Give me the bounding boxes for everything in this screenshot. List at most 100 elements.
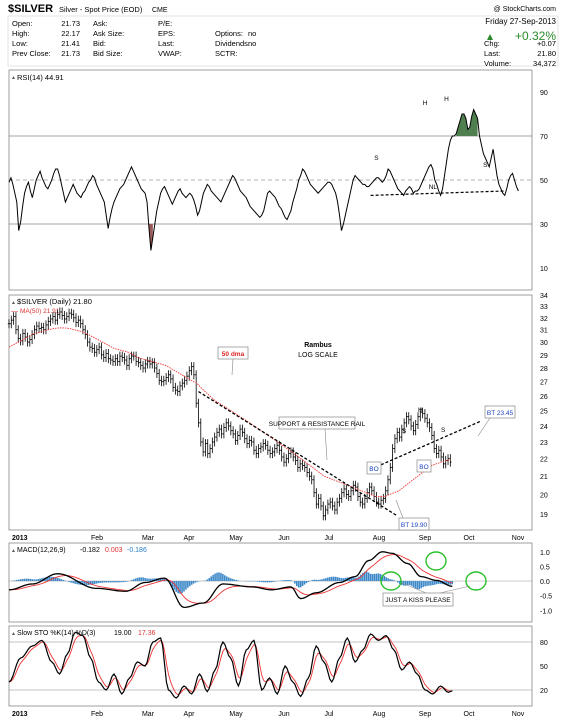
sto-label: Slow STO %K(14) %D(3): [17, 630, 95, 637]
price-tick-label: 31: [540, 328, 548, 335]
sto-tick-label: 50: [540, 664, 548, 671]
rsi-annotation: H: [444, 96, 449, 103]
sto-k-line: [8, 631, 453, 699]
date-tick-label: Aug: [373, 711, 386, 718]
label-bt-1990-box: [398, 517, 430, 531]
sto-tick-label: 20: [540, 688, 548, 695]
macd-frame: [8, 542, 533, 623]
sto-d-value: 17.36: [138, 630, 156, 637]
rsi-tick-label: 90: [540, 90, 548, 97]
date-tick-label: Jun: [278, 535, 289, 542]
date-tick-label: Aug: [373, 535, 386, 542]
date-tick-label: May: [229, 535, 243, 542]
quote-value: 21.41: [61, 39, 80, 48]
quote-field: EPS:: [158, 29, 175, 38]
date-tick-label: Jul: [325, 711, 334, 718]
description: Silver - Spot Price (EOD): [59, 5, 143, 14]
label-sr-rail: SUPPORT & RESISTANCE RAIL: [269, 421, 366, 428]
macd-tick-label: 0.5: [540, 564, 550, 571]
chart-subtitle: LOG SCALE: [298, 352, 338, 359]
label-bo: BO: [369, 466, 378, 473]
header-date: Friday 27-Sep-2013: [485, 17, 556, 26]
price-tick-label: 21: [540, 474, 548, 481]
quote-value: 21.73: [61, 19, 80, 28]
date-tick-label: Sep: [419, 535, 432, 542]
price-tick-label: 19: [540, 512, 548, 519]
quote-label: Prev Close:: [12, 49, 51, 58]
quote-label: SCTR:: [215, 49, 238, 58]
mid-date-axis: 2013 Feb Mar Apr May Jun Jul Aug Sep Oct Nov: [12, 535, 525, 542]
sto-frame: [8, 625, 533, 707]
quote-field: Ask:: [93, 19, 108, 28]
date-tick-label: Jul: [325, 535, 334, 542]
macd-tick-label: -1.0: [540, 608, 552, 615]
quote-field: VWAP:: [158, 49, 182, 58]
quote-value: 34,372: [533, 59, 556, 68]
macd-line: [8, 551, 453, 609]
quote-label: Volume:: [484, 59, 511, 68]
date-tick-label: Apr: [184, 711, 196, 718]
date-tick-label: Nov: [512, 711, 525, 718]
quote-field: Bid Size:: [93, 49, 123, 58]
rsi-annotation: H: [423, 100, 428, 107]
kiss-box: [382, 592, 454, 607]
up-arrow-icon: [487, 34, 493, 40]
rsi-tick-label: 70: [540, 134, 548, 141]
price-tick-label: 27: [540, 380, 548, 387]
label-sr-rail-box: [278, 416, 356, 430]
rsi-line: [8, 108, 519, 251]
quote-field: Last:: [158, 39, 174, 48]
quote-label: Low:: [12, 39, 28, 48]
date-tick-label: Oct: [464, 711, 475, 718]
ma-legend-icon: —: [11, 308, 18, 315]
macd-tick-label: 1.0: [540, 550, 550, 557]
price-tick-label: 20: [540, 493, 548, 500]
highlight-circle: [465, 571, 487, 591]
highlight-circle: [380, 571, 402, 591]
rsi-neckline: [370, 190, 505, 196]
sto-tick-label: 80: [540, 640, 548, 647]
label-50dma: 50 dma: [222, 351, 245, 358]
price-tick-label: 33: [540, 304, 548, 311]
date-tick-label: Mar: [142, 711, 155, 718]
price-tick-label: 26: [540, 394, 548, 401]
label-bt-1990: BT 19.90: [401, 522, 428, 529]
rsi-tick-label: 50: [540, 178, 548, 185]
header: $SILVER Silver - Spot Price (EOD) CME @ …: [7, 3, 559, 68]
hist-value: -0.186: [127, 547, 147, 554]
rsi-tick-label: 30: [540, 222, 548, 229]
quote-label: Dividends:: [215, 39, 250, 48]
rsi-annotation: S: [483, 162, 488, 169]
label-bo-box: [416, 459, 432, 473]
symbol: $SILVER: [8, 3, 53, 15]
date-tick-label: 2013: [12, 711, 28, 718]
price-tick-label: 30: [540, 340, 548, 347]
kiss-label: JUST A KISS PLEASE: [385, 597, 451, 604]
panel-marker-icon: ▲: [11, 548, 16, 554]
macd-label: MACD(12,26,9): [17, 547, 66, 554]
label-bo-box: [366, 461, 382, 475]
date-tick-label: Sep: [419, 711, 432, 718]
sto-d-line: [8, 635, 453, 696]
pointer-line: [477, 417, 491, 437]
price-tick-label: 24: [540, 424, 548, 431]
label-bt-2345: BT 23.45: [487, 410, 514, 417]
quote-label: Options:: [215, 29, 243, 38]
signal-line: [8, 554, 453, 604]
date-tick-label: 2013: [12, 535, 28, 542]
chg-pct: +0.32%: [515, 29, 556, 43]
price-tick-label: 34: [540, 293, 548, 300]
rsi-annotation: NL: [429, 184, 438, 191]
label-bo: BO: [419, 464, 428, 471]
highlight-circle: [425, 551, 447, 571]
label-s: S: [441, 427, 446, 434]
date-tick-label: Oct: [464, 535, 475, 542]
label-s: S: [402, 428, 407, 435]
quote-label: Chg:: [484, 39, 500, 48]
date-tick-label: Jun: [278, 711, 289, 718]
date-tick-label: May: [229, 711, 243, 718]
pointer-line: [231, 358, 234, 376]
neckline-rail: [366, 420, 481, 472]
pointer-line: [439, 585, 471, 594]
